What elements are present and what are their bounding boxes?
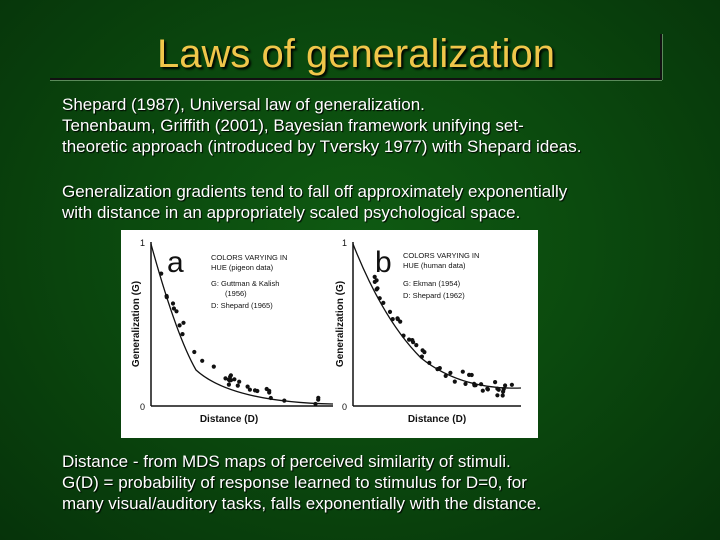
panel-a-data-points	[159, 271, 321, 407]
data-point	[411, 340, 416, 345]
panel-a-ylabel: Generalization (G)	[131, 281, 142, 367]
data-point	[495, 386, 500, 391]
data-point	[427, 360, 432, 365]
data-point	[159, 271, 164, 276]
paragraph-references: Shepard (1987), Universal law of general…	[62, 94, 581, 157]
data-point	[500, 393, 505, 398]
data-point	[164, 295, 169, 300]
data-point	[255, 388, 260, 394]
data-point	[401, 333, 406, 338]
data-point	[245, 384, 250, 389]
text-line: with distance in an appropriately scaled…	[62, 203, 521, 222]
data-point	[200, 358, 205, 363]
data-point	[181, 320, 186, 325]
text-line: Tenenbaum, Griffith (2001), Bayesian fra…	[62, 116, 524, 135]
panel-a-letter: a	[167, 246, 184, 279]
data-point	[232, 377, 237, 382]
data-point	[374, 278, 379, 283]
data-point	[170, 301, 176, 306]
data-point	[387, 309, 393, 314]
data-point	[228, 378, 234, 383]
data-point	[460, 369, 465, 374]
panel-a-legend-line: (1956)	[225, 289, 247, 298]
data-point	[377, 296, 382, 301]
title-underline-end	[660, 34, 662, 80]
data-point	[463, 381, 468, 386]
panel-b-ytick-bottom: 0	[342, 402, 347, 412]
panel-b-legend-line: COLORS VARYING IN	[403, 251, 479, 260]
data-point	[503, 383, 508, 388]
data-point	[375, 286, 380, 291]
data-point	[282, 398, 287, 403]
data-point	[452, 379, 457, 384]
data-point	[435, 367, 440, 372]
data-point	[223, 376, 228, 381]
text-line: Distance - from MDS maps of perceived si…	[62, 452, 511, 471]
data-point	[419, 354, 424, 359]
data-point	[174, 309, 179, 314]
text-line: theoretic approach (introduced by Tversk…	[62, 137, 582, 156]
data-point	[395, 317, 400, 322]
data-point	[247, 387, 252, 392]
text-line: G(D) = probability of response learned t…	[62, 473, 527, 492]
data-point	[177, 323, 182, 328]
panel-a: 1 0 Generalization (G) Distance (D) a CO…	[131, 238, 334, 425]
panel-b: 1 0 Generalization (G) Distance (D) b CO…	[335, 238, 522, 425]
data-point	[485, 386, 490, 391]
panel-b-legend-line: D: Shepard (1962)	[403, 291, 465, 300]
data-point	[495, 393, 500, 398]
panel-b-legend-line: G: Ekman (1954)	[403, 279, 461, 288]
panel-b-xlabel: Distance (D)	[408, 414, 466, 425]
title-underline	[50, 78, 662, 80]
data-point	[235, 383, 240, 388]
data-point	[443, 373, 448, 378]
panel-a-legend-line: D: Shepard (1965)	[211, 301, 273, 310]
paragraph-gradients: Generalization gradients tend to fall of…	[62, 181, 567, 223]
data-point	[267, 390, 272, 395]
data-point	[192, 349, 197, 355]
panel-b-legend-line: HUE (human data)	[403, 261, 466, 270]
generalization-figure: 1 0 Generalization (G) Distance (D) a CO…	[121, 230, 538, 438]
data-point	[448, 370, 453, 375]
panel-a-xlabel: Distance (D)	[200, 414, 258, 425]
data-point	[211, 364, 216, 369]
panel-b-data-points	[372, 274, 514, 398]
data-point	[420, 348, 425, 353]
paragraph-distance: Distance - from MDS maps of perceived si…	[62, 451, 541, 514]
data-point	[268, 395, 273, 401]
data-point	[372, 274, 377, 279]
data-point	[390, 317, 395, 322]
data-point	[472, 383, 477, 388]
panel-b-ytick-top: 1	[342, 238, 347, 248]
data-point	[180, 332, 185, 337]
data-point	[469, 372, 474, 378]
data-point	[407, 337, 412, 342]
slide-title: Laws of generalization	[156, 32, 556, 76]
panel-a-ytick-bottom: 0	[140, 402, 145, 412]
data-point	[313, 401, 318, 407]
panel-a-legend-line: HUE (pigeon data)	[211, 263, 274, 272]
data-point	[493, 380, 498, 385]
data-point	[509, 382, 514, 387]
data-point	[480, 388, 485, 393]
data-point	[414, 343, 419, 348]
panel-a-legend-line: G: Guttman & Kalish	[211, 279, 279, 288]
data-point	[171, 306, 176, 311]
data-point	[226, 382, 231, 387]
data-point	[479, 382, 484, 387]
data-point	[501, 389, 506, 394]
data-point	[237, 379, 242, 384]
data-point	[381, 300, 386, 305]
panel-b-ylabel: Generalization (G)	[335, 281, 346, 367]
data-point	[228, 373, 233, 378]
text-line: Generalization gradients tend to fall of…	[62, 182, 568, 201]
panel-b-letter: b	[375, 246, 392, 279]
panel-a-legend-line: COLORS VARYING IN	[211, 253, 287, 262]
figure-svg: 1 0 Generalization (G) Distance (D) a CO…	[131, 238, 522, 425]
data-point	[316, 397, 321, 402]
text-line: Shepard (1987), Universal law of general…	[62, 95, 425, 114]
panel-a-ytick-top: 1	[140, 238, 145, 248]
text-line: many visual/auditory tasks, falls expone…	[62, 494, 542, 513]
